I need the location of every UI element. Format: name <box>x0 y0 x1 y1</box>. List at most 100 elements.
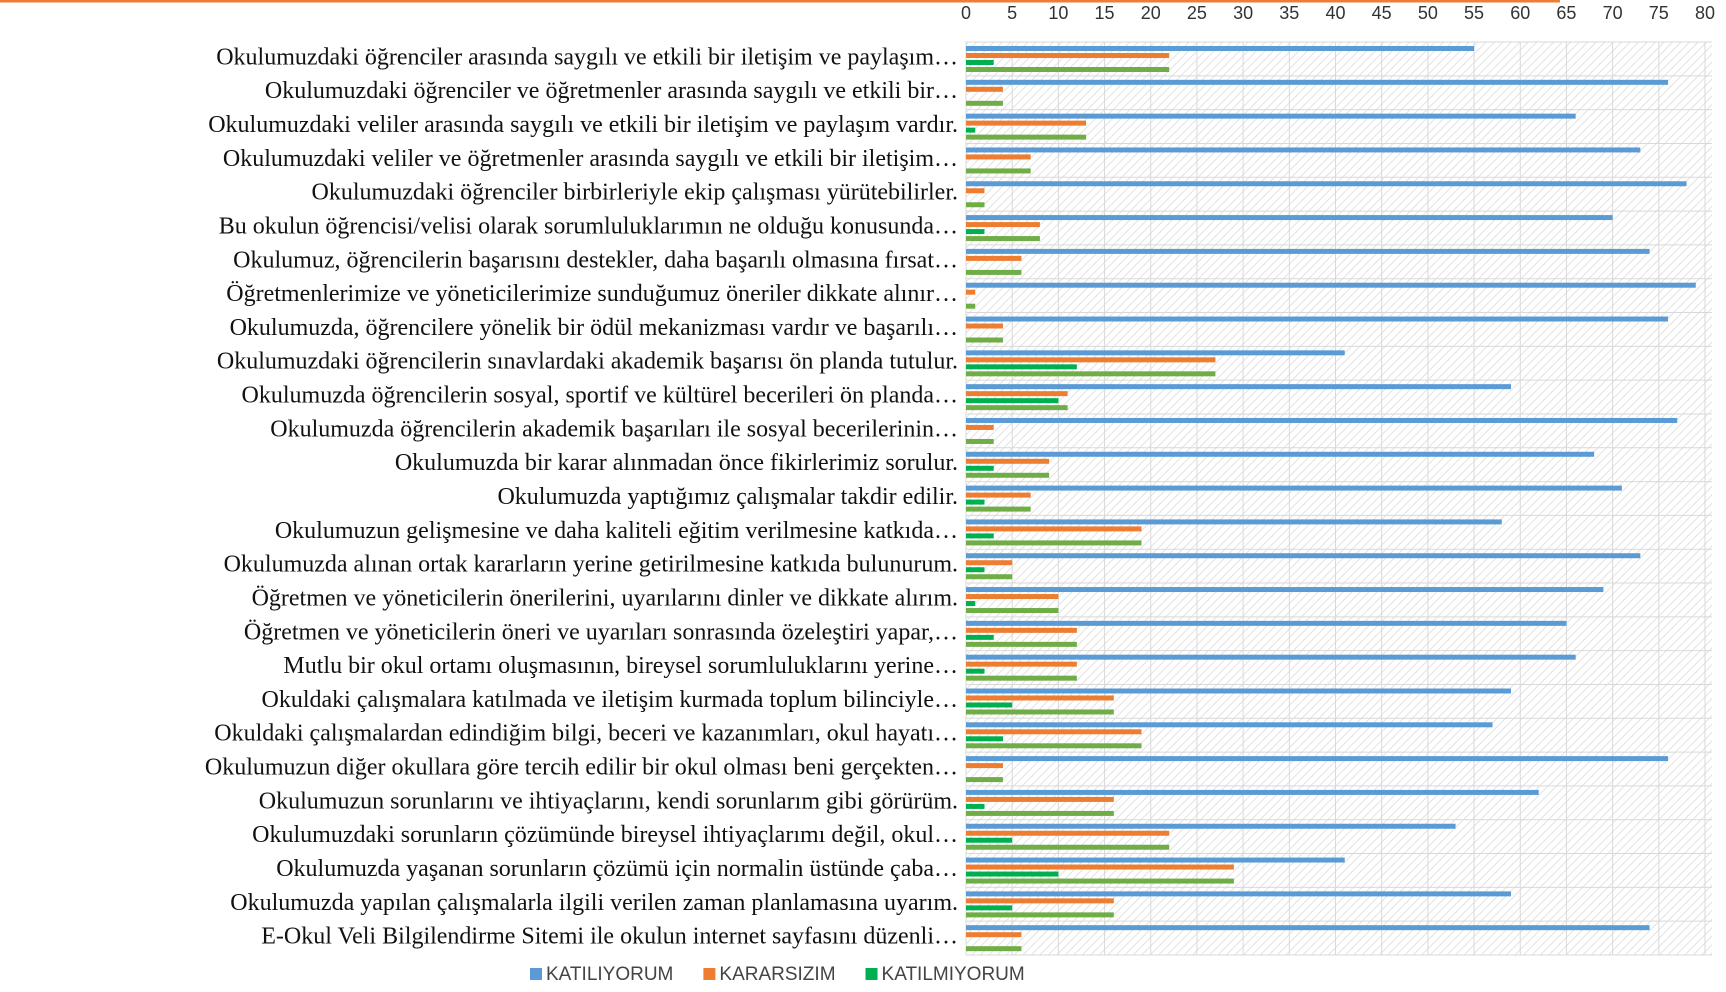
bar <box>966 594 1059 600</box>
bar <box>966 567 985 573</box>
bar <box>966 236 1040 242</box>
legend-swatch <box>703 968 716 980</box>
x-tick-label: 50 <box>1418 3 1438 23</box>
y-tick-label: Okulumuzun sorunlarını ve ihtiyaçlarını,… <box>259 788 958 814</box>
bar <box>966 492 1031 498</box>
bar <box>966 316 1669 322</box>
bar <box>966 553 1641 559</box>
bar <box>966 830 1170 836</box>
y-tick-label: Okulumuzda yapılan çalışmalarla ilgili v… <box>230 890 958 916</box>
y-tick-label: Okuldaki çalışmalardan edindiğim bilgi, … <box>214 721 958 747</box>
bar <box>966 181 1687 187</box>
bar <box>966 323 1003 329</box>
bar <box>966 168 1031 174</box>
bar <box>966 147 1641 153</box>
x-tick-label: 15 <box>1095 3 1115 23</box>
bar <box>966 540 1142 546</box>
bar <box>966 337 1003 343</box>
x-tick-label: 5 <box>1007 3 1017 23</box>
bar <box>966 417 1678 423</box>
bar <box>966 398 1059 404</box>
y-tick-label: Öğretmen ve yöneticilerin önerilerini, u… <box>252 585 958 611</box>
legend-swatch <box>530 968 542 980</box>
y-tick-label: Okulumuzdaki veliler ve öğretmenler aras… <box>223 146 958 172</box>
bar <box>966 560 1013 566</box>
bar <box>966 627 1077 633</box>
bar <box>966 526 1142 532</box>
bar <box>966 661 1077 667</box>
y-tick-label: Okulumuzda yaptığımız çalışmalar takdir … <box>497 484 958 510</box>
bar <box>966 763 1003 769</box>
y-tick-label: Okulumuzdaki öğrencilerin sınavlardaki a… <box>217 349 958 375</box>
y-tick-label: Okulumuzda öğrencilerin sosyal, sportif … <box>242 383 958 409</box>
y-tick-label: Okulumuzdaki öğrenciler ve öğretmenler a… <box>265 78 958 104</box>
bar <box>966 391 1068 397</box>
y-tick-label: Okulumuzdaki öğrenciler birbirleriyle ek… <box>312 180 958 206</box>
bar <box>966 67 1170 72</box>
x-tick-label: 35 <box>1279 3 1299 23</box>
y-tick-label: Okulumuzda öğrencilerin akademik başarıl… <box>270 416 958 442</box>
bar <box>966 946 1022 952</box>
bar <box>966 371 1216 377</box>
bar <box>966 871 1059 877</box>
bar <box>966 823 1456 829</box>
bar <box>966 641 1077 647</box>
bar <box>966 777 1003 783</box>
y-tick-label: Okulumuzun diğer okullara göre tercih ed… <box>205 755 958 781</box>
bar <box>966 188 985 194</box>
bar <box>966 438 994 444</box>
bar <box>966 925 1650 931</box>
bar <box>966 668 985 674</box>
x-tick-label: 55 <box>1464 3 1484 23</box>
bar <box>966 519 1502 525</box>
bar <box>966 499 985 505</box>
bar <box>966 898 1114 904</box>
bar <box>966 729 1142 735</box>
x-tick-label: 30 <box>1233 3 1253 23</box>
bar <box>966 634 994 640</box>
bar <box>966 79 1669 85</box>
bar <box>966 248 1650 254</box>
bar <box>966 60 994 65</box>
bar <box>966 255 1022 261</box>
y-tick-label: Bu okulun öğrencisi/velisi olarak soruml… <box>219 213 958 239</box>
bar <box>966 533 994 539</box>
y-tick-label: Mutlu bir okul ortamı oluşmasının, birey… <box>283 653 958 679</box>
legend-swatch <box>865 968 878 980</box>
bar <box>966 384 1512 390</box>
bar <box>966 857 1345 863</box>
y-tick-label: Okulumuzda bir karar alınmadan önce fiki… <box>395 450 958 476</box>
bar <box>966 506 1031 512</box>
bar <box>966 458 1050 464</box>
bar <box>966 465 994 471</box>
x-tick-label: 65 <box>1556 3 1576 23</box>
bar <box>966 222 1040 228</box>
bar <box>966 654 1576 660</box>
y-tick-label: E-Okul Veli Bilgilendirme Sitemi ile oku… <box>261 924 958 950</box>
y-tick-label: Okulumuzdaki sorunların çözümünde bireys… <box>252 822 958 848</box>
bar <box>966 229 985 235</box>
bar <box>966 803 985 809</box>
bar <box>966 451 1595 457</box>
bar <box>966 601 976 607</box>
bar <box>966 574 1013 580</box>
bar <box>966 424 994 430</box>
bar <box>966 269 1022 275</box>
bar <box>966 837 1013 843</box>
bar <box>966 303 976 309</box>
bar <box>966 675 1077 681</box>
bar <box>966 912 1114 918</box>
y-tick-label: Öğretmen ve yöneticilerin öneri ve uyarı… <box>244 619 958 645</box>
x-tick-label: 45 <box>1372 3 1392 23</box>
bar <box>966 891 1512 897</box>
bar <box>966 620 1567 626</box>
bar <box>966 688 1512 694</box>
bar <box>966 364 1077 370</box>
legend-label: KARARSIZIM <box>719 964 835 985</box>
y-tick-label: Okulumuzdaki veliler arasında saygılı ve… <box>208 112 958 138</box>
y-tick-label: Okulumuzun gelişmesine ve daha kaliteli … <box>275 518 958 544</box>
x-tick-label: 60 <box>1510 3 1530 23</box>
bar <box>966 357 1216 363</box>
y-tick-label: Okulumuzda yaşanan sorunların çözümü içi… <box>276 856 958 882</box>
